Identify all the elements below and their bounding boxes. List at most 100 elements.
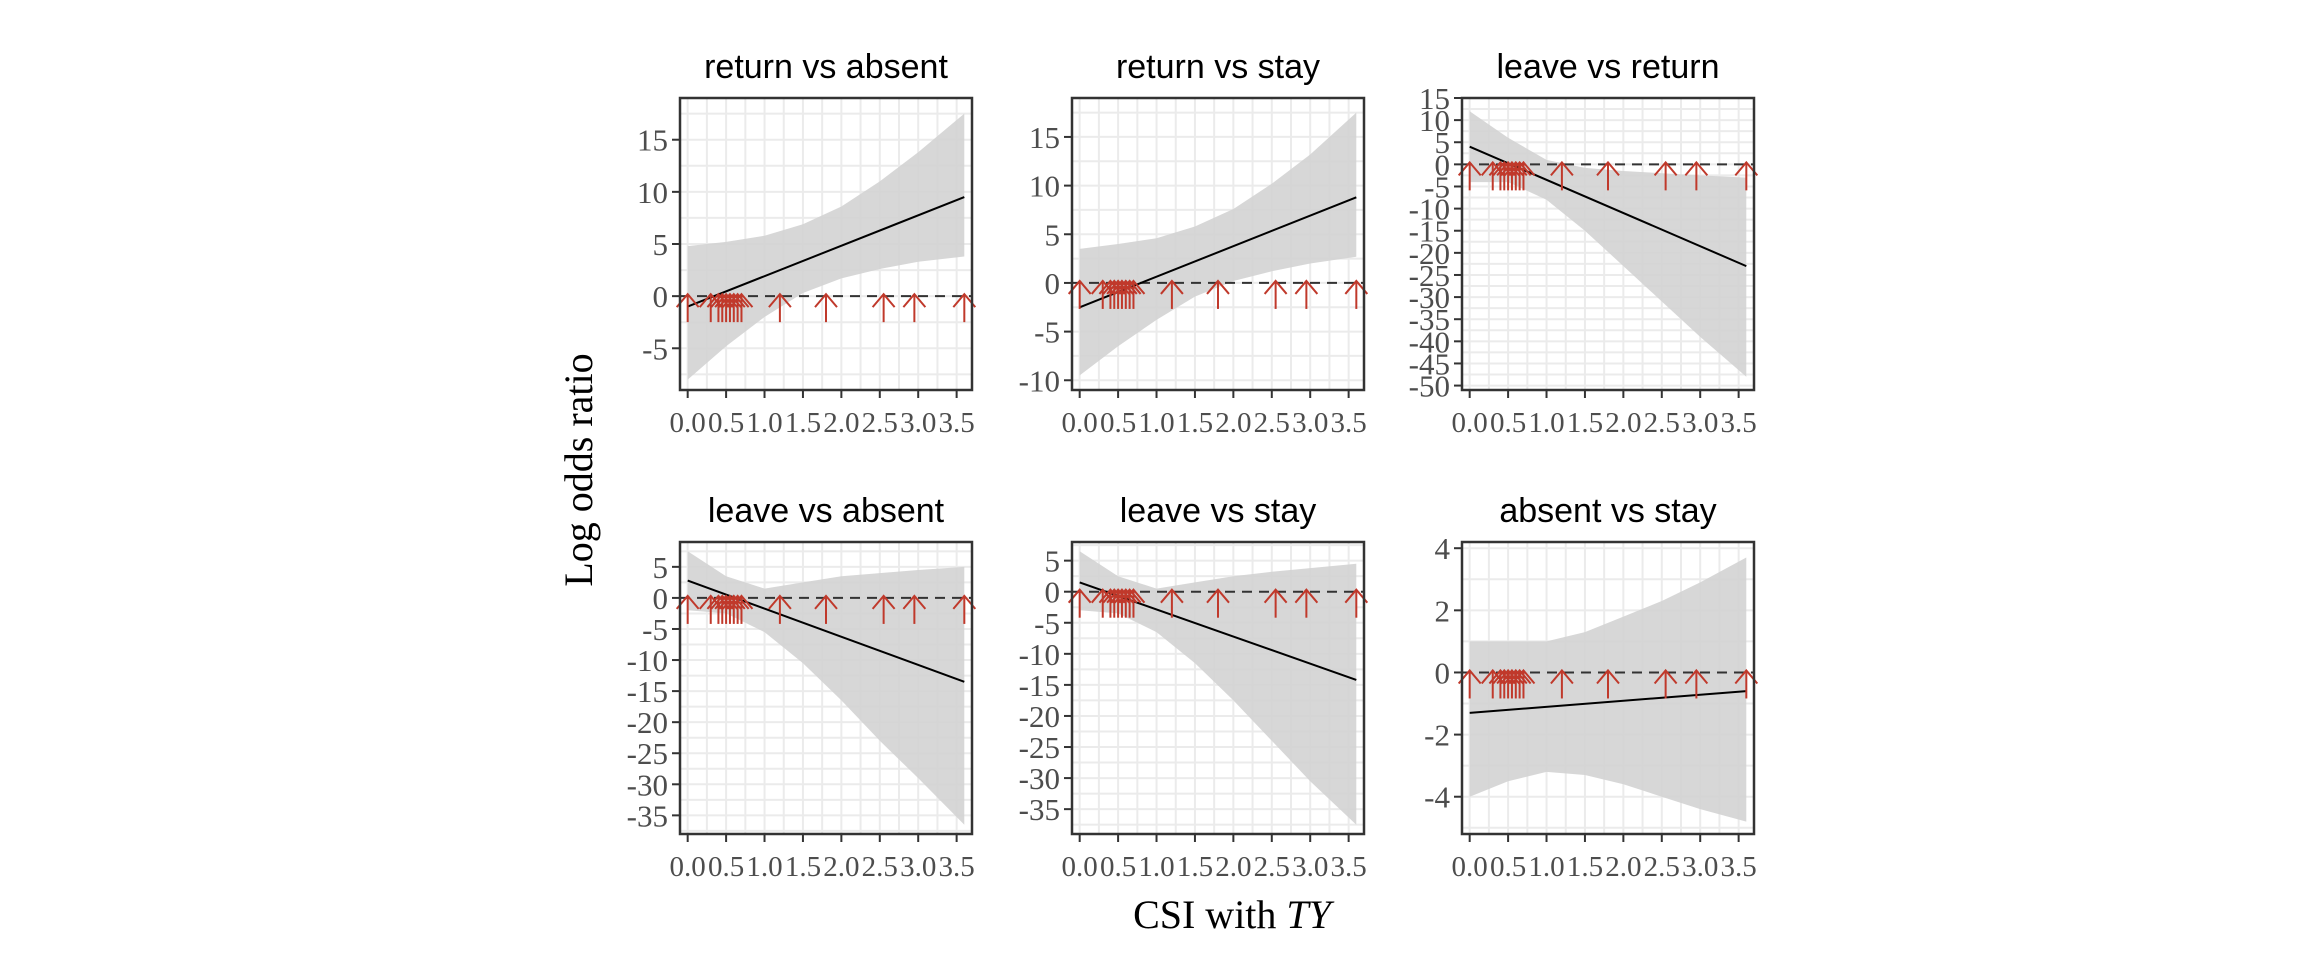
rug-arrow <box>729 292 754 323</box>
x-tick-label: 3.5 <box>1721 851 1757 883</box>
rug-arrow <box>871 594 896 624</box>
rug-arrow <box>1684 160 1709 191</box>
rug-arrow <box>1684 668 1709 699</box>
panel-title: leave vs return <box>1497 48 1720 86</box>
x-tick-label: 1.5 <box>785 851 821 883</box>
x-axis-label-italic: TY <box>1286 892 1334 937</box>
panel-border <box>1070 540 1366 836</box>
y-tick-label: -4 <box>1424 780 1450 815</box>
y-tick-label: 10 <box>1419 103 1450 138</box>
y-tick-label: -15 <box>627 674 668 709</box>
y-tick-label: -10 <box>1019 637 1060 672</box>
x-tick-label: 2.0 <box>1605 407 1641 439</box>
x-tick-label: 3.0 <box>900 851 936 883</box>
rug-arrow <box>768 594 792 624</box>
y-tick-label: 15 <box>637 123 668 158</box>
rug-arrow <box>729 594 754 624</box>
y-tick-label: -5 <box>1424 169 1450 204</box>
x-tick-label: 1.5 <box>1567 407 1603 439</box>
x-tick-label: 0.0 <box>1062 407 1098 439</box>
panel-title: leave vs stay <box>1120 492 1317 530</box>
y-tick-label: 10 <box>637 175 668 210</box>
x-tick-label: 2.5 <box>1254 407 1290 439</box>
rug-arrow <box>1206 279 1230 309</box>
y-tick-label: 10 <box>1029 169 1060 204</box>
y-tick-label: -40 <box>1409 324 1450 359</box>
rug-arrow <box>1206 588 1230 618</box>
rug-arrow <box>1263 588 1288 618</box>
y-tick-label: 5 <box>653 550 669 585</box>
x-tick-label: 3.5 <box>939 851 975 883</box>
x-tick-label: 3.5 <box>939 407 975 439</box>
x-tick-label: 3.0 <box>900 407 936 439</box>
panel-border <box>1460 96 1756 392</box>
x-tick-label: 1.0 <box>1138 407 1174 439</box>
rug-arrow <box>1550 668 1574 699</box>
panel-4: leave vs absent -35-30-25-20-15-10-505 0.0… <box>627 492 977 883</box>
y-tick-label: -15 <box>1409 214 1450 249</box>
panel-2: return vs stay -10 -5 0 5 10 15 0.0 0.5 1.0 1.5 2.0… <box>1019 48 1369 439</box>
x-tick-label: 0.5 <box>1490 851 1526 883</box>
y-tick-label: 0 <box>1435 147 1451 182</box>
x-tick-label: 0.0 <box>1452 407 1488 439</box>
y-tick-label: 0 <box>1045 575 1061 610</box>
y-tick-label: -35 <box>1019 792 1060 827</box>
y-axis-label: Log odds ratio <box>556 353 601 586</box>
y-tick-label: 0 <box>1435 655 1451 690</box>
x-tick-label: 2.0 <box>823 851 859 883</box>
x-tick-label: 2.5 <box>862 407 898 439</box>
rug-arrow <box>1511 668 1536 699</box>
fitted-line <box>1469 690 1747 714</box>
x-tick-label: 1.5 <box>1177 407 1213 439</box>
x-tick-label: 2.0 <box>1215 851 1251 883</box>
x-tick-label: 0.0 <box>670 407 706 439</box>
y-tick-label: -5 <box>642 612 668 647</box>
rug-arrow <box>902 594 927 624</box>
y-tick-label: -45 <box>1409 346 1450 381</box>
rug-arrow <box>1596 668 1620 699</box>
y-tick-label: 15 <box>1029 120 1060 155</box>
x-tick-label: 2.5 <box>1644 851 1680 883</box>
y-tick-label: 15 <box>1419 81 1450 116</box>
x-tick-label: 3.5 <box>1331 851 1367 883</box>
rug-arrow <box>1121 279 1146 309</box>
x-tick-label: 3.5 <box>1331 407 1367 439</box>
y-tick-label: 5 <box>653 227 669 262</box>
rug-arrow <box>1121 588 1146 618</box>
rug-arrow <box>1160 588 1184 618</box>
rug-arrow <box>1294 588 1319 618</box>
y-tick-label: 5 <box>1045 544 1061 579</box>
y-tick-label: 2 <box>1435 593 1451 628</box>
y-tick-label: -35 <box>627 798 668 833</box>
x-tick-label: 2.0 <box>1605 851 1641 883</box>
x-tick-label: 0.5 <box>1100 407 1136 439</box>
y-tick-label: 5 <box>1435 125 1451 160</box>
x-tick-label: 2.0 <box>823 407 859 439</box>
x-tick-label: 3.0 <box>1682 851 1718 883</box>
x-axis-label-prefix: CSI with <box>1133 892 1286 937</box>
y-tick-label: -5 <box>1034 315 1060 350</box>
y-tick-label: -20 <box>627 705 668 740</box>
x-tick-label: 0.5 <box>708 851 744 883</box>
rug-arrow <box>902 292 927 323</box>
rug-arrow <box>1653 668 1678 699</box>
x-tick-label: 2.5 <box>1644 407 1680 439</box>
panel-3: leave vs return-50-45-40-35-30-25-20-15-… <box>1409 48 1759 439</box>
x-tick-label: 3.0 <box>1292 407 1328 439</box>
x-tick-label: 3.0 <box>1292 851 1328 883</box>
y-tick-label: 0 <box>653 279 669 314</box>
y-tick-label: -25 <box>627 736 668 771</box>
rug-arrow <box>1653 160 1678 191</box>
x-tick-label: 0.0 <box>670 851 706 883</box>
panel-title: leave vs absent <box>708 492 945 530</box>
confidence-band <box>1079 112 1357 376</box>
x-tick-label: 0.5 <box>1490 407 1526 439</box>
confidence-band <box>1469 111 1747 377</box>
confidence-band <box>687 113 965 380</box>
x-tick-label: 1.5 <box>1567 851 1603 883</box>
x-tick-label: 1.5 <box>1177 851 1213 883</box>
x-tick-label: 3.0 <box>1682 407 1718 439</box>
rug-arrow <box>1263 279 1288 309</box>
y-tick-label: 0 <box>1045 266 1061 301</box>
